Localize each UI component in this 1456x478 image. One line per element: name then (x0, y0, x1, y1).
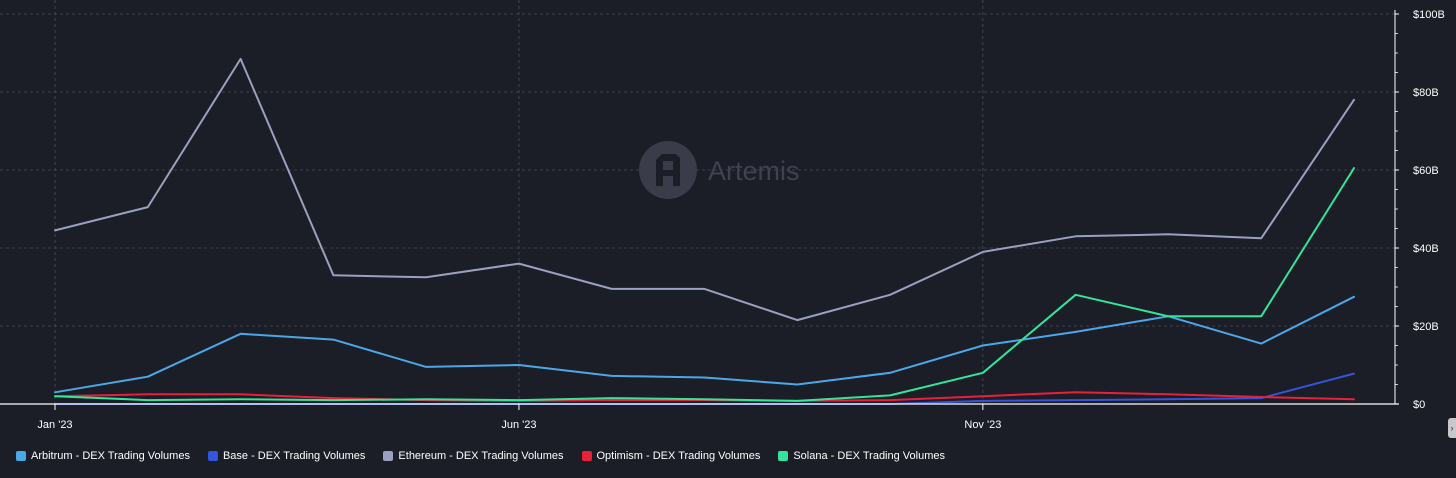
series-line-4 (54, 167, 1355, 402)
legend-swatch (778, 451, 789, 461)
y-tick-label: $0 (1413, 399, 1425, 411)
legend-label: Arbitrum - DEX Trading Volumes (31, 450, 190, 462)
y-tick-label: $20B (1413, 321, 1439, 333)
legend-label: Base - DEX Trading Volumes (222, 450, 366, 462)
chart-legend: Arbitrum - DEX Trading Volumes Base - DEX… (16, 448, 963, 464)
axes: $0 $20B $40B $60B $80B $100B Jan '23 Jun '23 Nov… (0, 9, 1445, 431)
legend-swatch (581, 451, 592, 461)
artemis-logo-glyph (656, 154, 680, 186)
legend-swatch (16, 451, 26, 461)
legend-item-1[interactable]: Base - DEX Trading Volumes (207, 450, 366, 462)
legend-swatch (383, 451, 394, 461)
series-lines (54, 57, 1355, 405)
series-line-2 (54, 57, 1355, 322)
y-tick-label: $60B (1413, 165, 1439, 177)
legend-label: Ethereum - DEX Trading Volumes (398, 450, 564, 462)
watermark: Artemis (639, 141, 800, 199)
line-chart: Artemis $0 $20B $40B $60B $80B $100B Jan '23 Ju… (0, 0, 1445, 431)
legend-item-0[interactable]: Arbitrum - DEX Trading Volumes (16, 450, 190, 462)
y-tick-label: $80B (1413, 87, 1439, 99)
watermark-text: Artemis (708, 156, 800, 186)
x-tick-label: Nov '23 (964, 419, 1001, 431)
x-tick-label: Jan '23 (37, 419, 72, 431)
chart-area: Artemis $0 $20B $40B $60B $80B $100B Jan '23 Ju… (0, 0, 1445, 431)
legend-label: Solana - DEX Trading Volumes (793, 450, 945, 462)
scroll-handle[interactable]: › (1448, 418, 1456, 438)
legend-label: Optimism - DEX Trading Volumes (596, 450, 761, 462)
y-tick-label: $100B (1413, 9, 1445, 21)
y-tick-label: $40B (1413, 243, 1439, 255)
legend-item-4[interactable]: Solana - DEX Trading Volumes (778, 450, 945, 462)
legend-item-2[interactable]: Ethereum - DEX Trading Volumes (383, 450, 564, 462)
x-tick-label: Jun '23 (501, 419, 536, 431)
legend-item-3[interactable]: Optimism - DEX Trading Volumes (581, 450, 761, 462)
series-line-0 (54, 295, 1355, 394)
legend-swatch (207, 451, 218, 461)
grid-lines (0, 0, 1395, 404)
